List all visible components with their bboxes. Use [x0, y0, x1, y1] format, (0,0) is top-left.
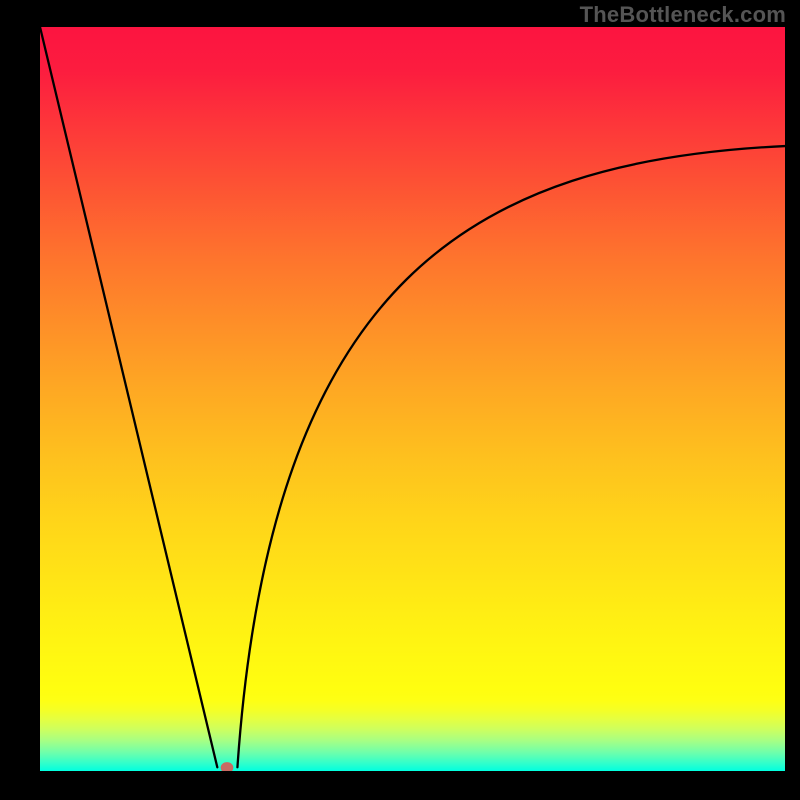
chart-background — [40, 27, 785, 771]
bottleneck-chart — [40, 27, 785, 771]
watermark-text: TheBottleneck.com — [580, 2, 786, 28]
plot-area — [40, 27, 785, 771]
stage: TheBottleneck.com — [0, 0, 800, 800]
